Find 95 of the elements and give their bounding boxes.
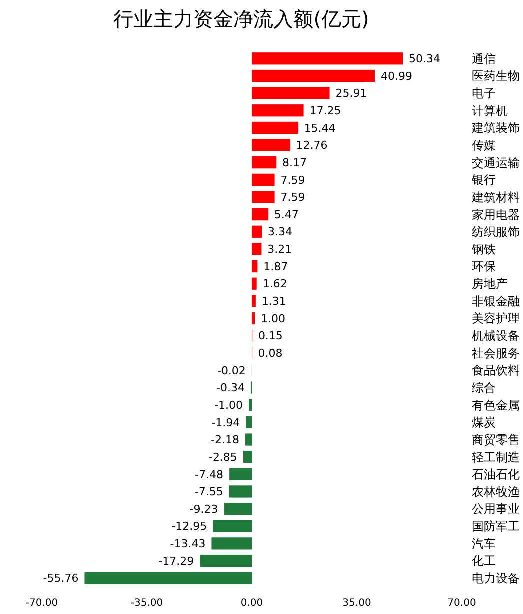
y-tick-label: 商贸零售 bbox=[472, 432, 520, 447]
data-label: 3.34 bbox=[268, 226, 293, 239]
data-label: 7.59 bbox=[280, 174, 306, 187]
data-label: -1.94 bbox=[212, 416, 240, 430]
y-tick-label: 电力设备 bbox=[472, 572, 520, 586]
bar bbox=[252, 312, 255, 325]
bar bbox=[252, 122, 298, 134]
y-tick-label: 非银金融 bbox=[472, 294, 520, 308]
bar bbox=[252, 104, 304, 117]
bar bbox=[252, 156, 277, 169]
bar bbox=[243, 451, 252, 464]
y-tick-label: 化工 bbox=[472, 554, 496, 568]
y-tick-label: 国防军工 bbox=[472, 520, 520, 534]
bar bbox=[249, 399, 252, 412]
bar bbox=[246, 416, 252, 428]
bar bbox=[252, 87, 330, 100]
data-label: 40.99 bbox=[380, 70, 412, 83]
data-label: -7.55 bbox=[194, 486, 224, 499]
bar bbox=[252, 243, 262, 256]
bar bbox=[224, 502, 252, 516]
bar bbox=[252, 295, 256, 308]
y-tick-label: 社会服务 bbox=[472, 346, 520, 360]
data-label: -13.43 bbox=[170, 538, 206, 551]
data-label: -55.76 bbox=[43, 572, 79, 586]
data-label: 5.47 bbox=[274, 208, 299, 222]
y-tick-label: 交通运输 bbox=[472, 156, 520, 170]
data-label: -12.95 bbox=[172, 520, 208, 534]
y-tick-label: 食品饮料 bbox=[472, 364, 520, 378]
y-tick-label: 通信 bbox=[472, 52, 496, 66]
data-label: 25.91 bbox=[336, 87, 368, 100]
y-tick-label: 家用电器 bbox=[472, 208, 520, 222]
y-tick-label: 房地产 bbox=[472, 277, 508, 292]
y-tick-label: 综合 bbox=[472, 380, 496, 395]
bar bbox=[252, 278, 257, 290]
y-tick-label: 农林牧渔 bbox=[472, 484, 520, 499]
x-tick-label: 70.00 bbox=[448, 598, 476, 609]
data-label: 0.15 bbox=[258, 330, 283, 343]
data-label: 15.44 bbox=[304, 122, 336, 135]
bar bbox=[230, 468, 252, 480]
data-label: -17.29 bbox=[158, 554, 194, 568]
y-tick-label: 美容护理 bbox=[472, 312, 520, 326]
bar bbox=[252, 226, 262, 238]
bar bbox=[200, 554, 252, 568]
y-tick-label: 有色金属 bbox=[472, 398, 520, 412]
bar bbox=[229, 486, 252, 498]
y-tick-label: 机械设备 bbox=[472, 329, 520, 344]
data-label: 1.31 bbox=[262, 295, 286, 308]
y-tick-label: 汽车 bbox=[472, 536, 496, 551]
bar bbox=[245, 434, 252, 446]
y-tick-label: 煤炭 bbox=[472, 416, 496, 430]
y-tick-label: 纺织服饰 bbox=[472, 225, 520, 240]
data-label: 1.00 bbox=[261, 312, 286, 326]
bar bbox=[252, 174, 275, 186]
x-tick-label: -70.00 bbox=[26, 598, 58, 609]
data-label: 17.25 bbox=[310, 104, 342, 118]
y-tick-label: 石油石化 bbox=[472, 468, 520, 482]
bar bbox=[84, 572, 252, 584]
data-label: -9.23 bbox=[190, 502, 218, 516]
data-label: -0.02 bbox=[217, 364, 246, 378]
y-tick-label: 计算机 bbox=[472, 104, 508, 118]
y-tick-label: 电子 bbox=[472, 86, 496, 101]
bar bbox=[252, 208, 268, 221]
data-label: 1.62 bbox=[262, 278, 288, 291]
data-label: -2.18 bbox=[210, 434, 240, 447]
data-label: 8.17 bbox=[282, 156, 308, 170]
bar bbox=[252, 52, 404, 65]
chart-title: 行业主力资金净流入额(亿元) bbox=[114, 7, 370, 31]
y-tick-label: 环保 bbox=[472, 260, 496, 274]
x-tick-label: 35.00 bbox=[342, 598, 372, 609]
y-tick-label: 传媒 bbox=[472, 138, 496, 152]
bar bbox=[252, 191, 275, 204]
y-tick-label: 公用事业 bbox=[472, 502, 520, 516]
y-tick-label: 轻工制造 bbox=[472, 450, 520, 464]
x-tick-label: 0.00 bbox=[240, 598, 264, 609]
bar bbox=[212, 538, 252, 550]
bar bbox=[252, 70, 375, 82]
data-label: 0.08 bbox=[258, 346, 283, 360]
data-label: -0.34 bbox=[216, 382, 245, 395]
y-tick-label: 钢铁 bbox=[471, 242, 496, 256]
data-label: -7.48 bbox=[195, 468, 224, 482]
y-tick-label: 建筑材料 bbox=[471, 190, 520, 204]
bar bbox=[252, 139, 290, 152]
y-tick-label: 医药生物 bbox=[472, 69, 520, 84]
y-tick-label: 建筑装饰 bbox=[471, 121, 520, 136]
data-label: 3.21 bbox=[268, 243, 292, 256]
bar bbox=[213, 520, 252, 532]
data-label: 12.76 bbox=[296, 139, 328, 152]
y-tick-label: 银行 bbox=[471, 173, 496, 188]
data-label: 1.87 bbox=[264, 260, 288, 274]
data-label: 50.34 bbox=[409, 52, 441, 66]
data-label: -2.85 bbox=[208, 450, 238, 464]
data-label: -1.00 bbox=[214, 398, 243, 412]
bar bbox=[252, 260, 258, 273]
x-tick-label: -35.00 bbox=[130, 598, 164, 609]
data-label: 7.59 bbox=[280, 191, 306, 204]
